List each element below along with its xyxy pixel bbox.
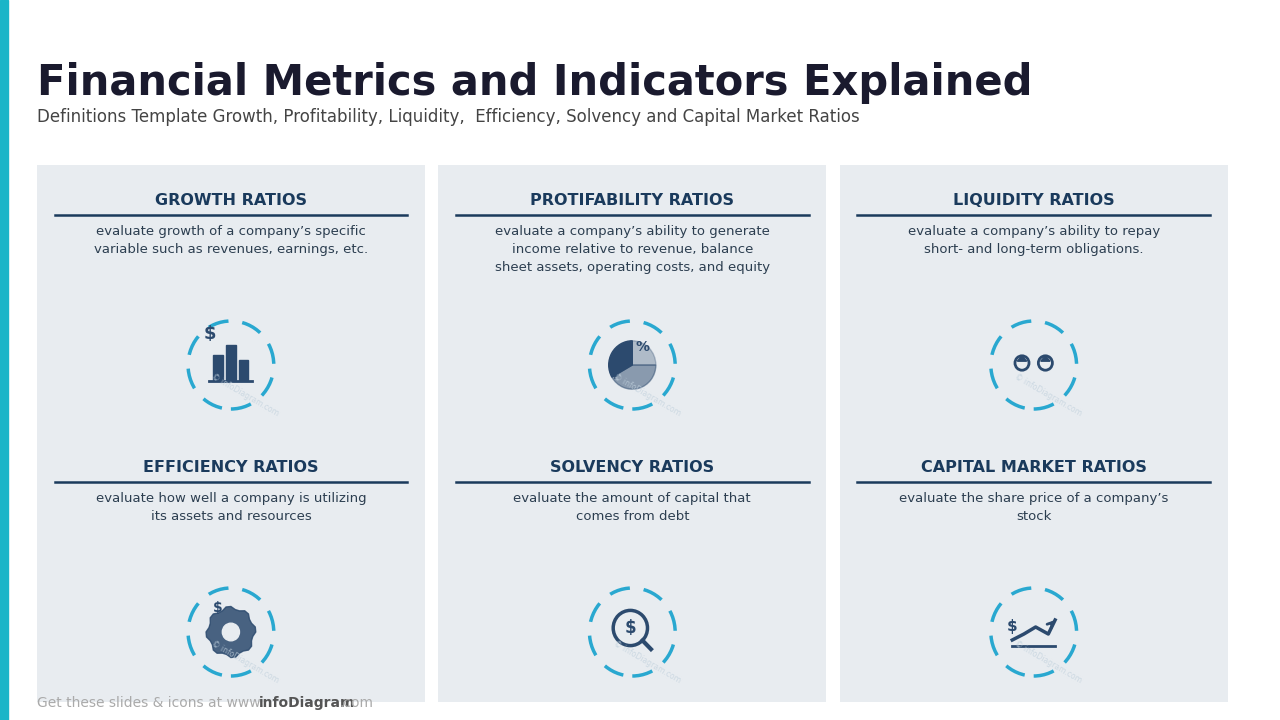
FancyBboxPatch shape	[37, 432, 425, 702]
Text: © infoDiagram.com: © infoDiagram.com	[1014, 372, 1083, 418]
Text: Get these slides & icons at www.: Get these slides & icons at www.	[37, 696, 264, 710]
Text: Financial Metrics and Indicators Explained: Financial Metrics and Indicators Explain…	[37, 62, 1033, 104]
Text: evaluate how well a company is utilizing
its assets and resources: evaluate how well a company is utilizing…	[96, 492, 366, 523]
Text: evaluate growth of a company’s specific
variable such as revenues, earnings, etc: evaluate growth of a company’s specific …	[93, 225, 367, 256]
Text: infoDiagram: infoDiagram	[259, 696, 356, 710]
FancyBboxPatch shape	[37, 165, 425, 435]
Text: $: $	[204, 325, 216, 343]
Text: evaluate the amount of capital that
comes from debt: evaluate the amount of capital that come…	[513, 492, 751, 523]
Text: © infoDiagram.com: © infoDiagram.com	[612, 372, 682, 418]
Text: .com: .com	[339, 696, 372, 710]
FancyBboxPatch shape	[840, 165, 1228, 435]
Wedge shape	[612, 365, 655, 390]
Polygon shape	[206, 606, 256, 657]
Text: $: $	[214, 600, 223, 615]
Text: PROTIFABILITY RATIOS: PROTIFABILITY RATIOS	[530, 193, 735, 208]
Bar	[227, 345, 236, 380]
FancyBboxPatch shape	[840, 432, 1228, 702]
Circle shape	[223, 624, 239, 641]
Text: Definitions Template Growth, Profitability, Liquidity,  Efficiency, Solvency and: Definitions Template Growth, Profitabili…	[37, 108, 860, 126]
Text: $: $	[625, 619, 636, 637]
Text: evaluate a company’s ability to generate
income relative to revenue, balance
she: evaluate a company’s ability to generate…	[495, 225, 769, 274]
Text: CAPITAL MARKET RATIOS: CAPITAL MARKET RATIOS	[920, 460, 1147, 475]
Polygon shape	[1018, 356, 1027, 361]
FancyBboxPatch shape	[439, 432, 826, 702]
Bar	[238, 360, 248, 380]
Text: SOLVENCY RATIOS: SOLVENCY RATIOS	[550, 460, 714, 475]
Text: $: $	[1007, 619, 1018, 634]
Text: LIQUIDITY RATIOS: LIQUIDITY RATIOS	[952, 193, 1115, 208]
Wedge shape	[609, 341, 632, 377]
Text: evaluate the share price of a company’s
stock: evaluate the share price of a company’s …	[899, 492, 1169, 523]
Text: EFFICIENCY RATIOS: EFFICIENCY RATIOS	[143, 460, 319, 475]
FancyBboxPatch shape	[439, 165, 826, 435]
Text: GROWTH RATIOS: GROWTH RATIOS	[155, 193, 307, 208]
Text: $: $	[609, 366, 620, 380]
Text: © infoDiagram.com: © infoDiagram.com	[612, 639, 682, 685]
Text: © infoDiagram.com: © infoDiagram.com	[210, 372, 280, 418]
Bar	[0, 0, 8, 720]
Text: %: %	[635, 340, 649, 354]
Bar	[214, 355, 223, 380]
Wedge shape	[632, 341, 655, 365]
Text: © infoDiagram.com: © infoDiagram.com	[1014, 639, 1083, 685]
Text: © infoDiagram.com: © infoDiagram.com	[210, 639, 280, 685]
Text: evaluate a company’s ability to repay
short- and long-term obligations.: evaluate a company’s ability to repay sh…	[908, 225, 1160, 256]
Polygon shape	[1041, 356, 1050, 361]
